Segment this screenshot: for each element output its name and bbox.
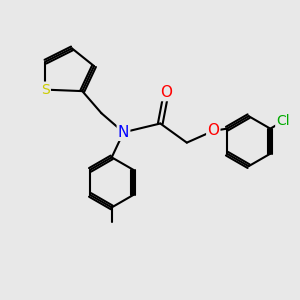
Text: O: O	[207, 123, 219, 138]
Text: N: N	[118, 125, 129, 140]
Text: O: O	[160, 85, 172, 100]
Text: S: S	[41, 82, 50, 97]
Text: Cl: Cl	[276, 114, 290, 128]
